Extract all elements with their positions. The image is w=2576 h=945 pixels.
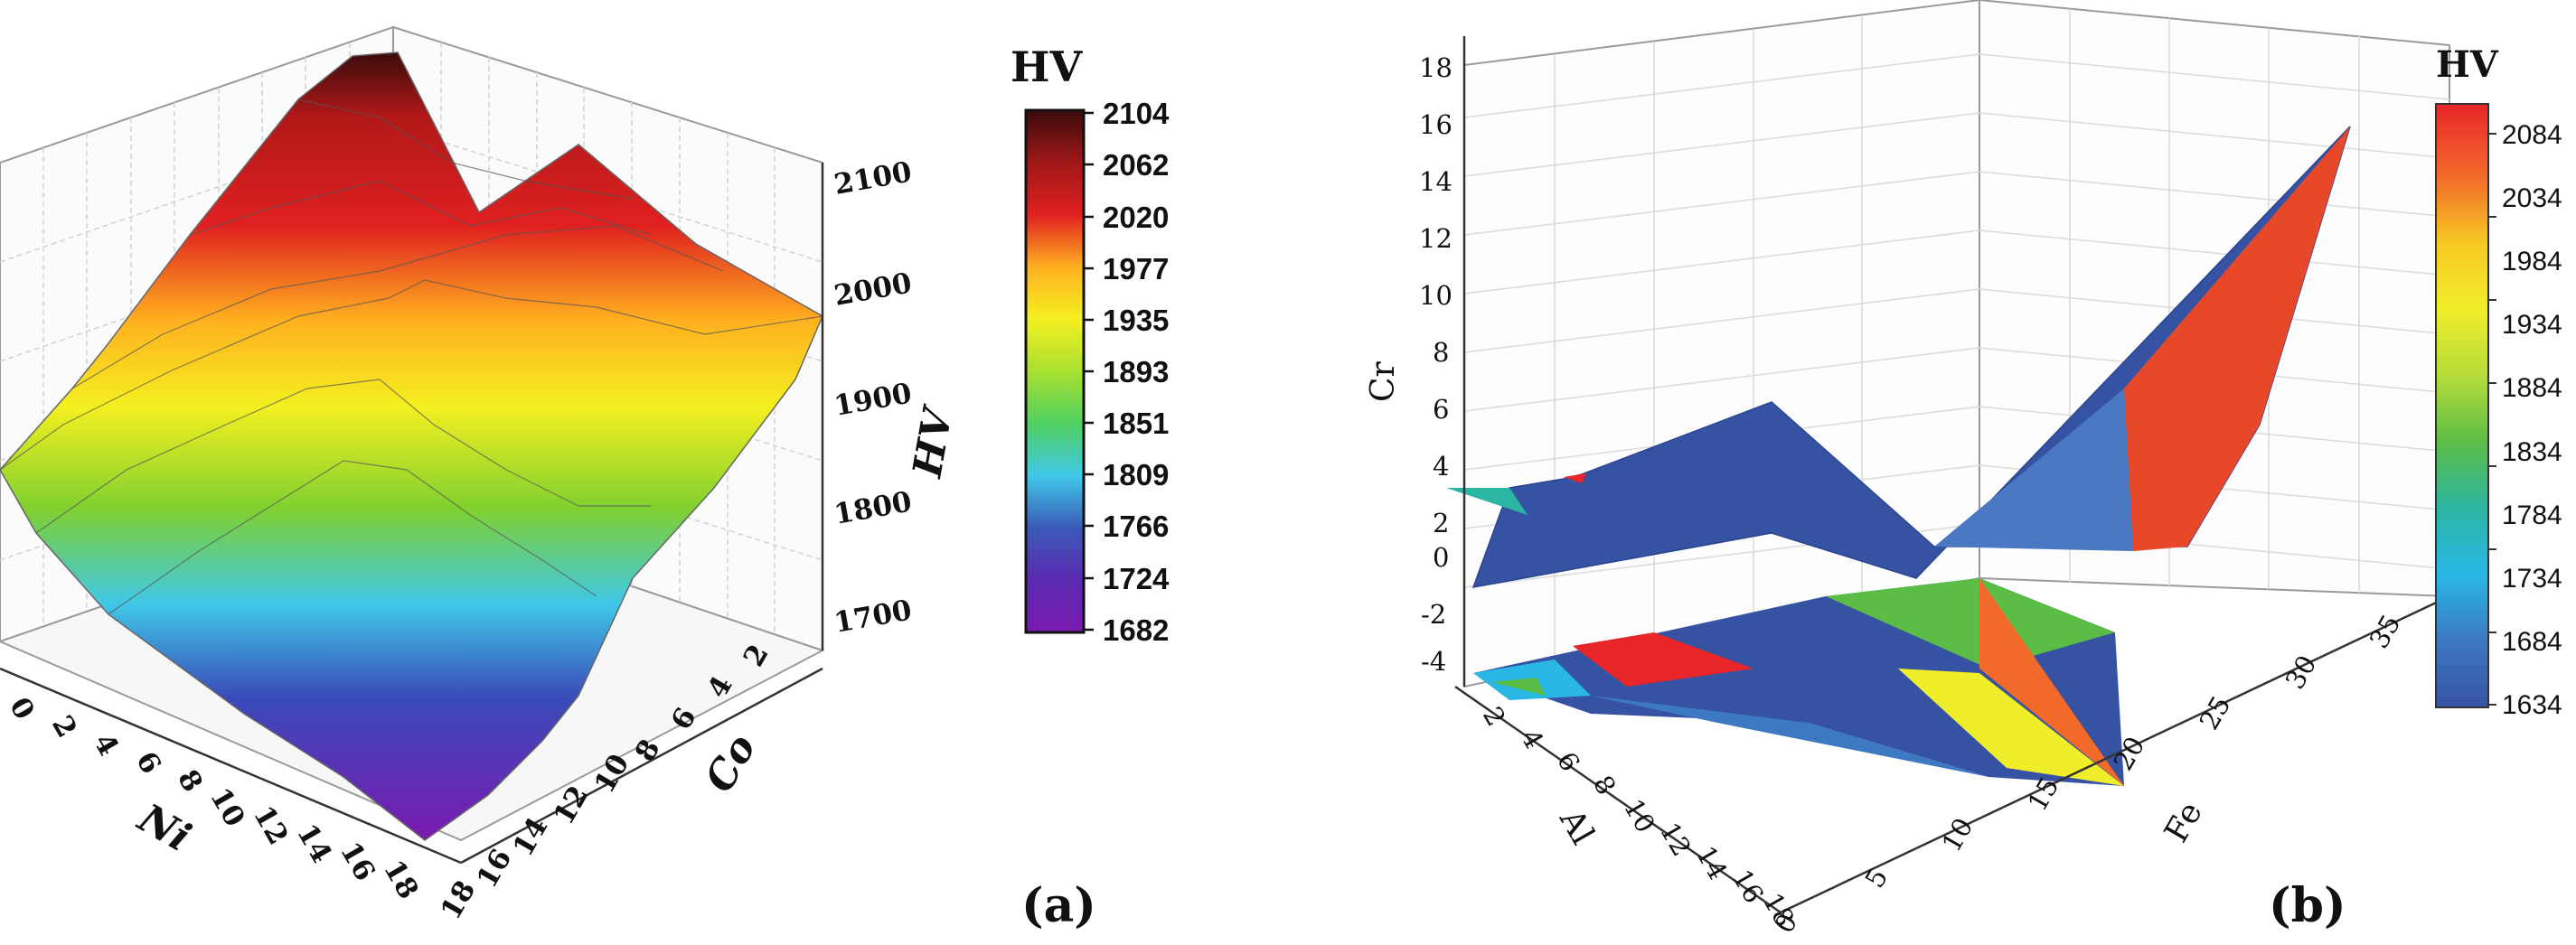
colorbar-tick-b: 1834 <box>2502 437 2562 467</box>
front-edges-a <box>0 163 824 865</box>
colorbar-title-a: HV <box>1011 42 1083 91</box>
cr-tick: 2 <box>1433 508 1449 538</box>
ni-tick: 16 <box>334 837 381 886</box>
colorbar-tick-a: 1935 <box>1103 304 1169 337</box>
cr-tick: 12 <box>1419 223 1453 254</box>
cr-tick: 8 <box>1433 337 1449 368</box>
fe-tick: 25 <box>2194 691 2237 735</box>
colorbar-tick-a: 1893 <box>1103 355 1169 388</box>
cr-tick: -4 <box>1421 646 1446 677</box>
colorbar-title-b: HV <box>2436 43 2499 86</box>
cr-tick: 18 <box>1419 52 1453 83</box>
cr-tick: 0 <box>1433 542 1449 573</box>
chart-panel-b: 18 16 14 12 10 8 6 4 2 0 -2 -4 Cr 2 4 6 … <box>1356 0 2576 940</box>
hv-tick: 2100 <box>832 155 914 201</box>
surface-plot-a: 0 2 4 6 8 10 12 14 16 18 Ni 2 4 6 8 10 1… <box>0 25 1170 933</box>
colorbar-tick-a: 1682 <box>1103 613 1169 647</box>
colorbar-tick-a: 2062 <box>1103 148 1169 182</box>
colorbar-tick-a: 1851 <box>1103 407 1169 440</box>
colorbar-tick-b: 2084 <box>2502 120 2562 150</box>
cr-tick: -2 <box>1421 599 1446 630</box>
ni-tick: 10 <box>203 782 251 832</box>
cr-tick: 6 <box>1433 394 1449 425</box>
hv-tick: 2000 <box>832 267 914 312</box>
hv-tick: 1700 <box>832 594 914 639</box>
floor-projection-b <box>1473 578 2124 786</box>
al-axis-label: Al <box>1552 802 1602 851</box>
ni-tick: 14 <box>290 819 338 868</box>
ni-tick: 12 <box>247 800 295 850</box>
colorbar-tick-a: 2104 <box>1103 97 1170 130</box>
ni-tick: 2 <box>45 710 83 744</box>
hv-tick: 1800 <box>832 485 914 530</box>
colorbar-tick-b: 1884 <box>2502 373 2562 403</box>
colorbar-tick-a: 2020 <box>1103 201 1169 234</box>
co-tick: 16 <box>471 844 519 894</box>
co-tick: 18 <box>435 875 483 925</box>
colorbar-a: HV 2104 2062 2020 1977 1935 1893 1851 18… <box>1011 42 1170 647</box>
chart-panel-a: 0 2 4 6 8 10 12 14 16 18 Ni 2 4 6 8 10 1… <box>0 0 1193 940</box>
panel-label-a: (a) <box>1021 878 1096 933</box>
colorbar-tick-b: 1984 <box>2502 247 2562 276</box>
colorbar-tick-a: 1766 <box>1103 510 1169 543</box>
colorbar-tick-b: 1934 <box>2502 310 2562 340</box>
colorbar-tick-b: 2034 <box>2502 183 2562 213</box>
hv-tick: 1900 <box>832 377 914 422</box>
hv-axis-label: HV <box>904 402 962 482</box>
cr-tick: 16 <box>1419 109 1453 140</box>
al-axis-ticks: 2 4 6 8 10 12 14 16 18 <box>1477 702 1800 932</box>
surface-plot-b: 18 16 14 12 10 8 6 4 2 0 -2 -4 Cr 2 4 6 … <box>1365 0 2562 939</box>
fe-tick: 35 <box>2364 610 2407 654</box>
co-axis-label: Co <box>696 726 765 800</box>
colorbar-b: HV 2084 2034 1984 1934 1884 1834 1784 17… <box>2435 43 2562 720</box>
fe-tick: 30 <box>2280 650 2323 695</box>
colorbar-tick-a: 1809 <box>1103 458 1169 491</box>
cr-tick: 14 <box>1419 166 1453 197</box>
fe-tick: 10 <box>1936 813 1979 857</box>
panel-label-b: (b) <box>2269 878 2346 933</box>
al-tick: 8 <box>1587 771 1622 800</box>
ni-axis-label: Ni <box>129 794 199 861</box>
colorbar-tick-b: 1634 <box>2502 690 2562 720</box>
ni-tick: 4 <box>87 728 125 762</box>
colorbar-tick-a: 1977 <box>1103 252 1169 285</box>
colorbar-tick-b: 1684 <box>2502 627 2562 657</box>
cr-tick: 4 <box>1433 451 1449 482</box>
colorbar-tick-b: 1784 <box>2502 501 2562 530</box>
al-tick: 6 <box>1551 747 1586 777</box>
ni-tick: 18 <box>377 855 425 904</box>
hardness-surface-a <box>0 51 823 841</box>
hv-axis-ticks: 2100 2000 1900 1800 1700 <box>832 155 914 639</box>
fe-axis-label: Fe <box>2158 796 2210 849</box>
ni-tick: 8 <box>171 764 209 798</box>
front-edges-b <box>1454 36 2450 914</box>
ni-tick: 0 <box>3 692 41 725</box>
colorbar-tick-b: 1734 <box>2502 564 2562 594</box>
co-tick: 14 <box>507 812 555 862</box>
cr-tick: 10 <box>1419 280 1453 311</box>
surface-b <box>1446 126 2351 588</box>
cr-axis-label: Cr <box>1365 360 1402 402</box>
ni-tick: 6 <box>129 746 167 780</box>
cr-axis-ticks: 18 16 14 12 10 8 6 4 2 0 -2 -4 <box>1419 52 1453 677</box>
colorbar-tick-a: 1724 <box>1103 562 1170 595</box>
